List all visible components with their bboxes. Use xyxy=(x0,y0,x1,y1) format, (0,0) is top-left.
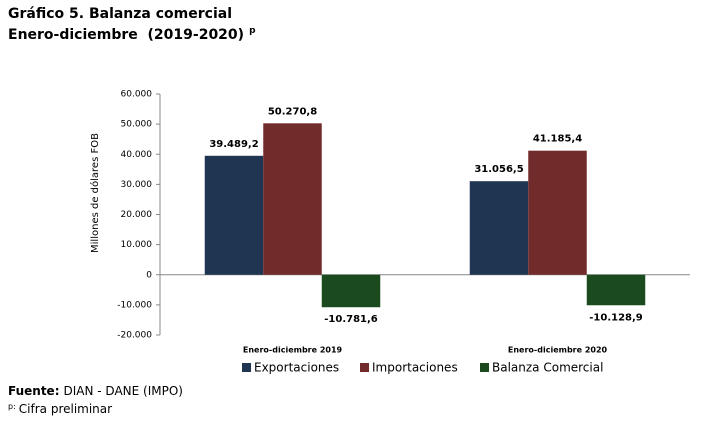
legend-label: Balanza Comercial xyxy=(492,361,603,375)
y-tick-label: 30.000 xyxy=(121,180,153,190)
legend-swatch xyxy=(360,363,369,372)
value-label: -10.781,6 xyxy=(324,314,378,325)
y-axis-label: Millones de dólares FOB xyxy=(89,133,101,253)
y-tick-label: 10.000 xyxy=(121,240,153,250)
y-tick-label: -20.000 xyxy=(117,331,152,341)
value-label: 41.185,4 xyxy=(533,134,582,145)
value-label: -10.128,9 xyxy=(589,312,643,323)
chart-subtitle: Enero-diciembre (2019-2020) p xyxy=(8,26,256,44)
bar xyxy=(204,155,264,275)
value-label: 31.056,5 xyxy=(474,164,523,175)
x-tick-label: Enero-diciembre 2020 xyxy=(508,346,608,355)
legend-label: Importaciones xyxy=(372,361,458,375)
bar xyxy=(321,274,381,308)
x-tick-label: Enero-diciembre 2019 xyxy=(243,346,343,355)
legend-swatch xyxy=(480,363,489,372)
source-text: DIAN - DANE (IMPO) xyxy=(64,384,183,398)
source-label: Fuente: xyxy=(8,384,60,398)
note-mark: p: xyxy=(8,402,16,411)
subtitle-text: Enero-diciembre (2019-2020) xyxy=(8,27,244,43)
value-label: 50.270,8 xyxy=(268,106,317,117)
y-tick-label: 20.000 xyxy=(121,210,153,220)
bar xyxy=(586,274,646,306)
y-tick-label: 40.000 xyxy=(121,150,153,160)
source: Fuente: DIAN - DANE (IMPO) xyxy=(8,384,183,398)
legend-label: Exportaciones xyxy=(254,361,339,375)
bar xyxy=(469,181,529,275)
legend-swatch xyxy=(242,363,251,372)
y-tick-label: 0 xyxy=(146,270,152,280)
y-tick-label: 60.000 xyxy=(121,90,153,100)
note: p: Cifra preliminar xyxy=(8,402,112,416)
note-text: Cifra preliminar xyxy=(19,402,112,416)
value-label: 39.489,2 xyxy=(209,139,258,150)
chart-title: Gráfico 5. Balanza comercial xyxy=(8,6,232,22)
y-tick-label: -10.000 xyxy=(117,300,152,310)
y-tick-label: 50.000 xyxy=(121,120,153,130)
bar xyxy=(263,123,322,275)
subtitle-mark: p xyxy=(249,26,256,36)
bar xyxy=(528,150,587,275)
